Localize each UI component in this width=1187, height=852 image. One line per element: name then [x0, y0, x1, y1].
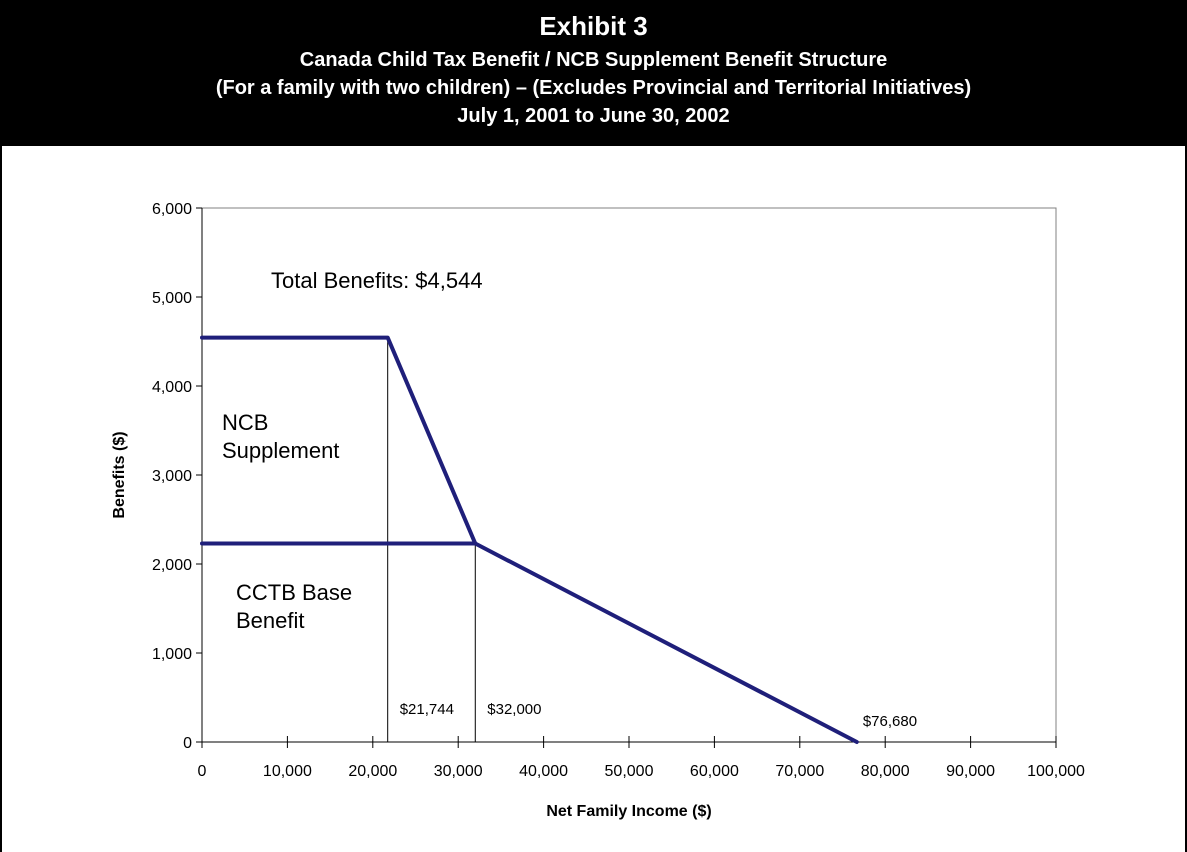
x-tick-label: 70,000 — [775, 763, 824, 780]
x-tick-label: 90,000 — [946, 763, 995, 780]
exhibit-subtitle-3: July 1, 2001 to June 30, 2002 — [457, 105, 730, 127]
x-tick-label: 0 — [198, 763, 207, 780]
annotation-cctb-line1: CCTB Base — [236, 580, 352, 605]
exhibit-header: Exhibit 3 Canada Child Tax Benefit / NCB… — [0, 0, 1187, 146]
x-axis: 0 10,000 20,000 30,000 40,000 50,000 60,000 70,… — [198, 736, 1085, 780]
exhibit-title: Exhibit 3 — [539, 11, 648, 41]
y-tick-label: 6,000 — [152, 201, 192, 218]
x-tick-label: 100,000 — [1027, 763, 1085, 780]
y-tick-label: 1,000 — [152, 646, 192, 663]
marker-label: $32,000 — [487, 701, 541, 718]
exhibit-subtitle-1: Canada Child Tax Benefit / NCB Supplemen… — [299, 49, 888, 71]
annotations: Total Benefits: $4,544 NCB Supplement CC… — [222, 268, 483, 633]
y-axis-title: Benefits ($) — [111, 431, 128, 518]
benefit-lines — [200, 335, 859, 744]
y-tick-label: 5,000 — [152, 290, 192, 307]
annotation-ncb-line2: Supplement — [222, 438, 339, 463]
marker-label: $21,744 — [400, 701, 454, 718]
y-tick-label: 0 — [183, 735, 192, 752]
y-tick-label: 4,000 — [152, 379, 192, 396]
marker-lines: $21,744 $32,000 $76,680 — [387, 337, 917, 742]
marker-label: $76,680 — [863, 713, 917, 730]
y-axis: 0 1,000 2,000 3,000 4,000 5,000 6,000 — [152, 201, 203, 752]
x-tick-label: 30,000 — [434, 763, 483, 780]
x-tick-label: 20,000 — [348, 763, 397, 780]
x-tick-label: 50,000 — [605, 763, 654, 780]
y-tick-label: 2,000 — [152, 557, 192, 574]
x-tick-label: 10,000 — [263, 763, 312, 780]
x-tick-label: 80,000 — [861, 763, 910, 780]
exhibit-subtitle-2: (For a family with two children) – (Excl… — [215, 77, 972, 99]
x-tick-label: 40,000 — [519, 763, 568, 780]
x-tick-label: 60,000 — [690, 763, 739, 780]
annotation-cctb-line2: Benefit — [236, 608, 305, 633]
y-tick-label: 3,000 — [152, 468, 192, 485]
annotation-ncb-line1: NCB — [222, 410, 268, 435]
total-benefit-line — [200, 335, 859, 744]
x-axis-title: Net Family Income ($) — [546, 803, 711, 820]
annotation-total-benefits: Total Benefits: $4,544 — [271, 268, 483, 293]
